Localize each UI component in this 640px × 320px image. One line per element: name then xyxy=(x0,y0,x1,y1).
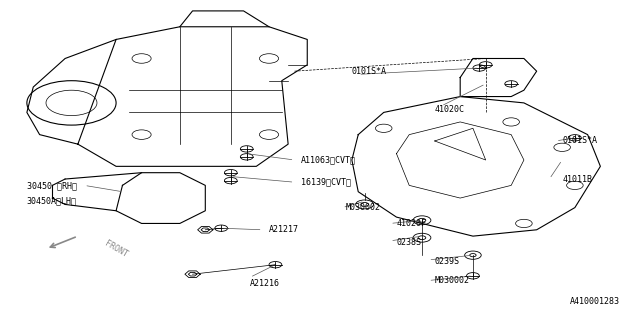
Text: 30450 〈RH〉: 30450 〈RH〉 xyxy=(27,181,77,190)
Text: A21217: A21217 xyxy=(269,225,299,234)
Text: A11063〈CVT〉: A11063〈CVT〉 xyxy=(301,156,356,164)
Text: 0238S: 0238S xyxy=(396,238,422,247)
Text: 41020C: 41020C xyxy=(435,105,465,114)
Text: M030002: M030002 xyxy=(346,203,381,212)
Text: 41011B: 41011B xyxy=(562,174,592,184)
Text: A21216: A21216 xyxy=(250,279,280,288)
Text: 0239S: 0239S xyxy=(435,257,460,266)
Text: 0101S*A: 0101S*A xyxy=(352,67,387,76)
Text: A410001283: A410001283 xyxy=(570,297,620,306)
Text: 41020F: 41020F xyxy=(396,219,426,228)
Text: M030002: M030002 xyxy=(435,276,470,285)
Text: FRONT: FRONT xyxy=(103,239,129,259)
Text: 0101S*A: 0101S*A xyxy=(562,136,597,146)
Text: 30450A〈LH〉: 30450A〈LH〉 xyxy=(27,197,77,206)
Text: 16139〈CVT〉: 16139〈CVT〉 xyxy=(301,178,351,187)
